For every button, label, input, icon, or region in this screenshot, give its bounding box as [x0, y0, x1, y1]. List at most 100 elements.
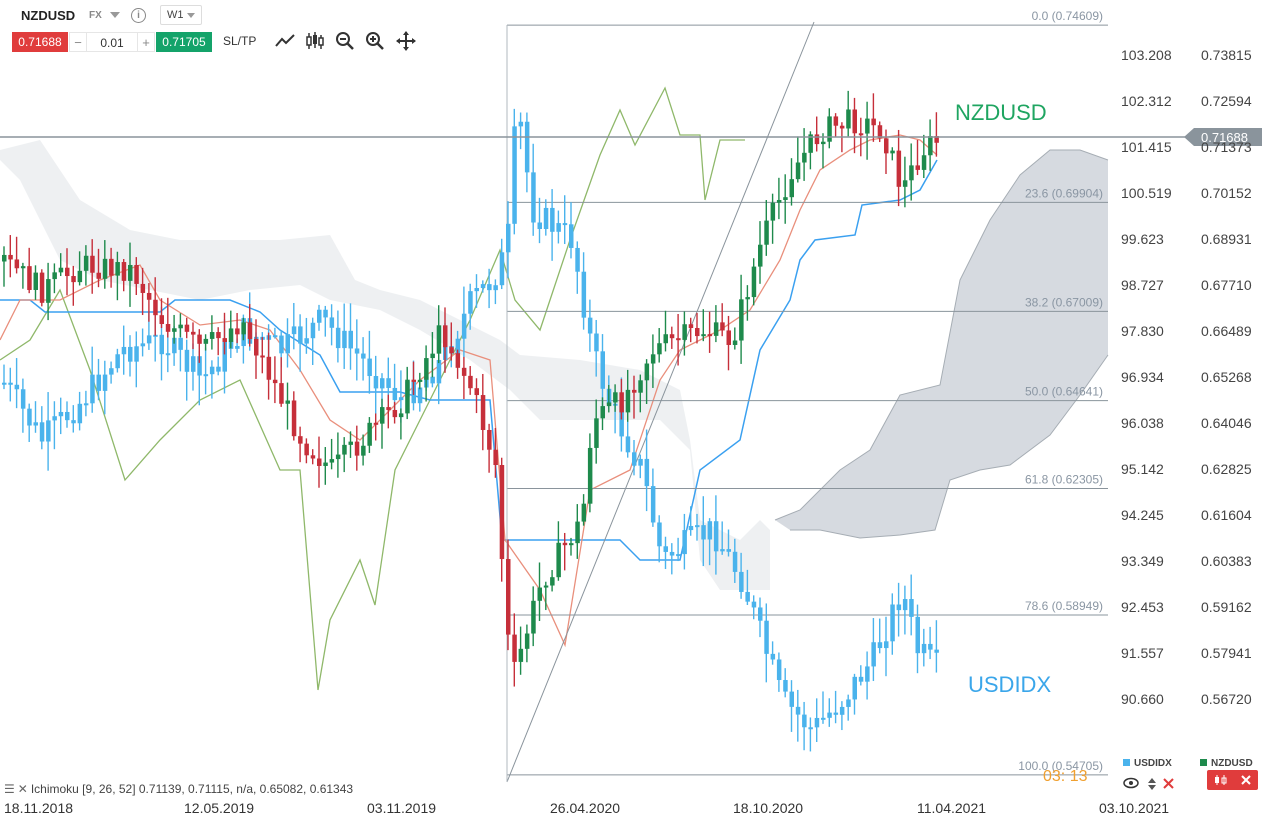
usdidx-candle — [808, 717, 813, 752]
nzdusd-candle — [361, 434, 366, 466]
usdidx-candle — [663, 536, 668, 570]
fib-level-label: 100.0 (0.54705) — [1018, 759, 1103, 773]
usdidx-candle — [71, 405, 76, 433]
usdidx-candle — [587, 299, 593, 352]
zoom-in-icon[interactable] — [364, 30, 386, 52]
time-axis-tick: 03.11.2019 — [367, 800, 436, 816]
nzdusd-candle — [707, 311, 713, 353]
nzdusd-candle — [751, 258, 757, 306]
usdidx-candle — [783, 668, 788, 698]
legend-usdidx[interactable]: USDIDX — [1123, 758, 1172, 769]
nzdusd-candle — [650, 334, 656, 388]
right-axis-tick: 0.61604 — [1201, 507, 1252, 523]
usdidx-candle — [833, 690, 839, 724]
remove-usdidx-icon[interactable] — [1163, 778, 1174, 789]
timeframe-select[interactable]: W1 — [160, 5, 202, 25]
candle-countdown: 03: 13 — [1043, 768, 1088, 785]
nzdusd-candle — [172, 314, 177, 344]
candles-icon[interactable] — [304, 30, 326, 52]
usdidx-candle — [524, 112, 530, 193]
right-axis-tick: 0.60383 — [1201, 553, 1252, 569]
menu-icon[interactable]: ☰ — [4, 782, 15, 796]
quantity-input[interactable]: 0.01 — [87, 32, 137, 52]
decrease-quantity-button[interactable]: − — [69, 32, 87, 52]
sltp-button[interactable]: SL/TP — [223, 34, 257, 48]
usdidx-candle — [102, 360, 108, 415]
nzdusd-candle — [310, 449, 316, 465]
left-axis-tick: 100.519 — [1121, 185, 1172, 201]
fib-level-label: 23.6 (0.69904) — [1025, 186, 1103, 200]
usdidx-candle — [373, 355, 379, 414]
usdidx-candle — [518, 112, 524, 150]
usdidx-candle — [96, 358, 101, 401]
time-axis-tick: 18.10.2020 — [733, 800, 803, 816]
usdidx-candle — [909, 574, 914, 636]
legend-nzdusd[interactable]: NZDUSD — [1200, 758, 1253, 769]
left-axis-tick: 101.415 — [1121, 139, 1172, 155]
nzdusd-candle — [802, 128, 807, 181]
nzdusd-candle — [153, 277, 158, 336]
nzdusd-series-controls[interactable] — [1207, 770, 1258, 790]
fibonacci-layer: 0.0 (0.74609) 23.6 (0.69904) 38.2 (0.67009… — [506, 9, 1108, 783]
nzdusd-candle — [191, 322, 196, 350]
nzdusd-candle — [524, 624, 530, 663]
nzdusd-candle — [518, 626, 524, 675]
nzdusd-candle — [102, 240, 108, 289]
usdidx-candle — [814, 698, 820, 742]
symbol-name[interactable]: NZDUSD — [21, 8, 76, 23]
usdidx-candle — [348, 303, 353, 370]
nzdusd-candle — [871, 93, 876, 142]
usdidx-candle — [575, 241, 580, 294]
right-axis-tick: 0.65268 — [1201, 369, 1252, 385]
nzdusd-candle — [632, 375, 637, 419]
increase-quantity-button[interactable]: + — [137, 32, 155, 52]
right-axis-tick: 0.70152 — [1201, 185, 1252, 201]
reorder-icon[interactable] — [1147, 777, 1157, 791]
close-icon — [1241, 775, 1251, 785]
nzdusd-candle — [833, 113, 839, 137]
close-icon[interactable]: ✕ — [17, 782, 28, 796]
nzdusd-candle — [398, 408, 404, 440]
usdidx-candle — [531, 143, 536, 236]
nzdusd-candle — [424, 345, 429, 402]
line-tool-icon[interactable] — [274, 30, 296, 52]
usdidx-candle — [191, 343, 196, 391]
nzdusd-candle — [323, 447, 328, 485]
sell-button[interactable]: 0.71688 — [12, 32, 68, 52]
usdidx-candle — [203, 347, 209, 395]
nzdusd-candle — [8, 235, 13, 278]
nzdusd-candle — [928, 119, 933, 171]
usdidx-candle — [569, 202, 574, 259]
nzdusd-candle — [291, 391, 297, 441]
buy-button[interactable]: 0.71705 — [156, 32, 212, 52]
nzdusd-candle — [852, 97, 857, 154]
usdidx-candle — [739, 552, 744, 599]
usdidx-candle — [726, 529, 731, 557]
usdidx-candle — [846, 694, 851, 721]
usdidx-candle — [115, 348, 120, 373]
usdidx-candle — [789, 680, 794, 732]
usdidx-candle — [632, 440, 637, 476]
usdidx-candle — [335, 310, 341, 363]
nzdusd-candle — [272, 356, 278, 404]
time-axis-tick: 26.04.2020 — [550, 800, 620, 816]
eye-icon[interactable] — [1123, 777, 1139, 789]
tenkan-sen — [0, 134, 938, 648]
usdidx-candle — [562, 195, 568, 245]
ichimoku-cloud-past — [0, 140, 770, 590]
crosshair-move-icon[interactable] — [395, 30, 417, 52]
usdidx-candle — [323, 305, 328, 337]
nzdusd-candle — [814, 116, 820, 152]
nzdusd-candle — [39, 269, 45, 307]
nzdusd-candle — [921, 134, 927, 179]
nzdusd-candle — [600, 397, 605, 431]
usdidx-candle — [550, 189, 555, 261]
usdidx-candle — [216, 356, 221, 376]
nzdusd-candle — [109, 247, 114, 288]
chevron-down-icon[interactable] — [110, 12, 120, 18]
usdidx-candle — [304, 317, 309, 354]
usdidx-candle — [461, 286, 467, 358]
zoom-out-icon[interactable] — [334, 30, 356, 52]
info-icon[interactable]: i — [131, 8, 146, 23]
